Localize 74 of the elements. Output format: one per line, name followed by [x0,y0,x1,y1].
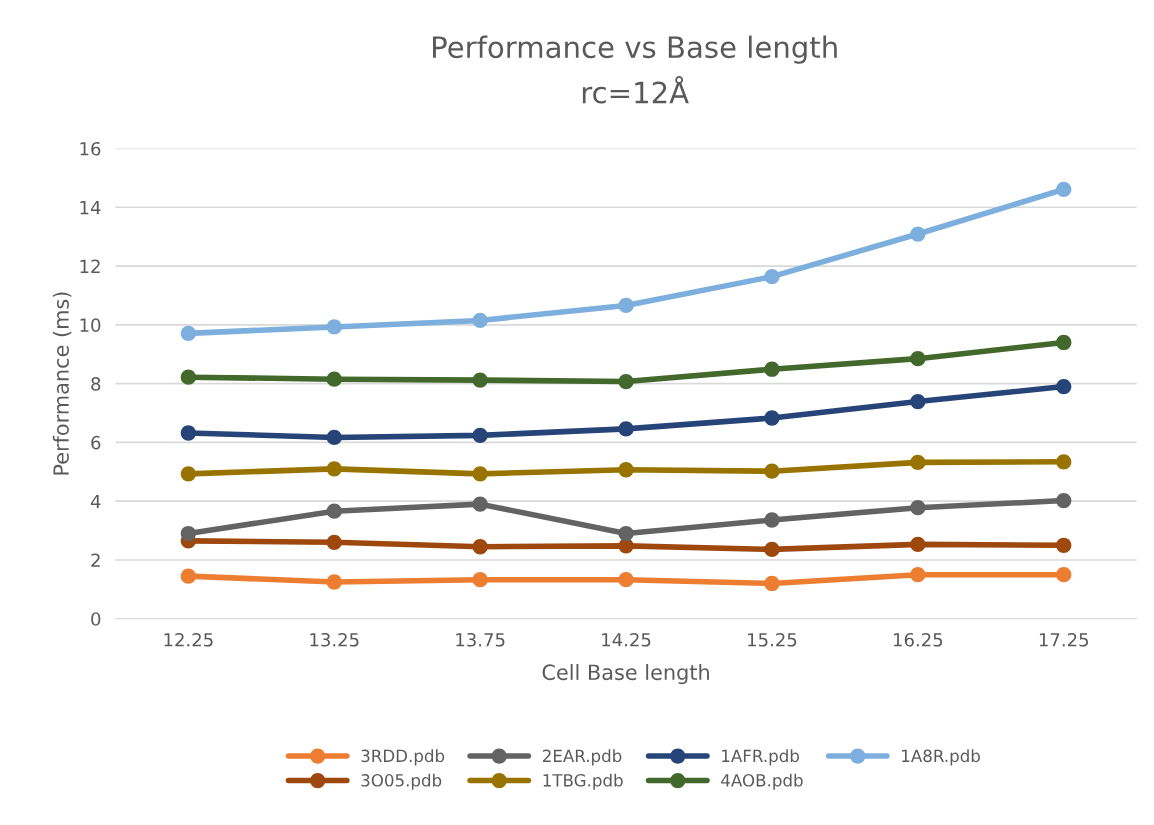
point [180,425,196,441]
point [326,429,342,446]
point [326,503,342,519]
point [180,525,196,542]
legend-label: 1AFR.pdb [722,749,799,766]
x-tick-label: 16.25 [893,632,943,647]
x-tick-label: 12.25 [164,632,213,647]
point [1056,537,1072,553]
point [472,312,488,329]
point [180,325,196,342]
point [326,371,342,387]
legend-label: 3RDD.pdb [361,749,445,766]
legend-label: 1A8R.pdb [902,749,980,766]
y-tick-label: 4 [90,494,101,509]
point [1056,492,1072,509]
point [326,319,342,335]
y-axis-title: Performance (ms) [52,292,72,475]
point [1056,334,1072,351]
point [326,574,342,590]
point [764,269,780,285]
point [618,572,634,588]
point [472,496,488,512]
point [618,421,634,437]
legend-label: 1TBG.pdb [543,773,623,790]
point [472,466,488,482]
point [764,512,780,528]
x-tick-label: 14.25 [602,632,651,647]
point [910,454,926,471]
point [472,572,488,588]
y-tick-label: 2 [91,553,100,567]
point [180,369,196,385]
point [618,525,634,542]
point [1056,567,1072,583]
point [910,351,926,367]
legend-label: 2EAR.pdb [542,749,622,766]
y-tick-label: 14 [80,200,101,215]
x-tick-label: 17.25 [1039,632,1089,647]
point [910,567,926,583]
point [618,462,634,478]
x-tick-label: 13.25 [310,632,359,647]
y-tick-label: 16 [80,141,101,156]
point [764,541,780,558]
x-tick-label: 13.75 [456,632,505,647]
chart-subtitle: rc=12Å [582,76,689,104]
point [326,461,342,477]
point [618,373,634,390]
x-axis-title: Cell Base length [542,664,709,685]
point [472,539,488,555]
point [764,575,780,592]
point [180,568,196,584]
legend-label: 4AOB.pdb [721,773,803,790]
x-tick-label: 15.25 [748,632,797,647]
point [764,463,780,479]
y-tick-label: 8 [91,377,101,391]
point [910,500,926,516]
point [910,393,926,410]
point [764,410,780,426]
point [1056,454,1072,470]
legend-label: 3O05.pdb [361,773,442,790]
y-tick-label: 12 [80,259,100,273]
point [472,427,488,443]
y-tick-label: 10 [80,318,101,332]
point [910,226,926,242]
point [1056,181,1072,197]
point [764,361,780,377]
point [180,466,196,482]
y-tick-label: 6 [91,435,101,450]
point [326,534,342,550]
point [910,536,926,553]
point [1056,378,1072,395]
y-tick-label: 0 [91,612,101,626]
point [618,297,634,314]
chart-title: Performance vs Base length [433,35,837,64]
point [472,372,488,388]
